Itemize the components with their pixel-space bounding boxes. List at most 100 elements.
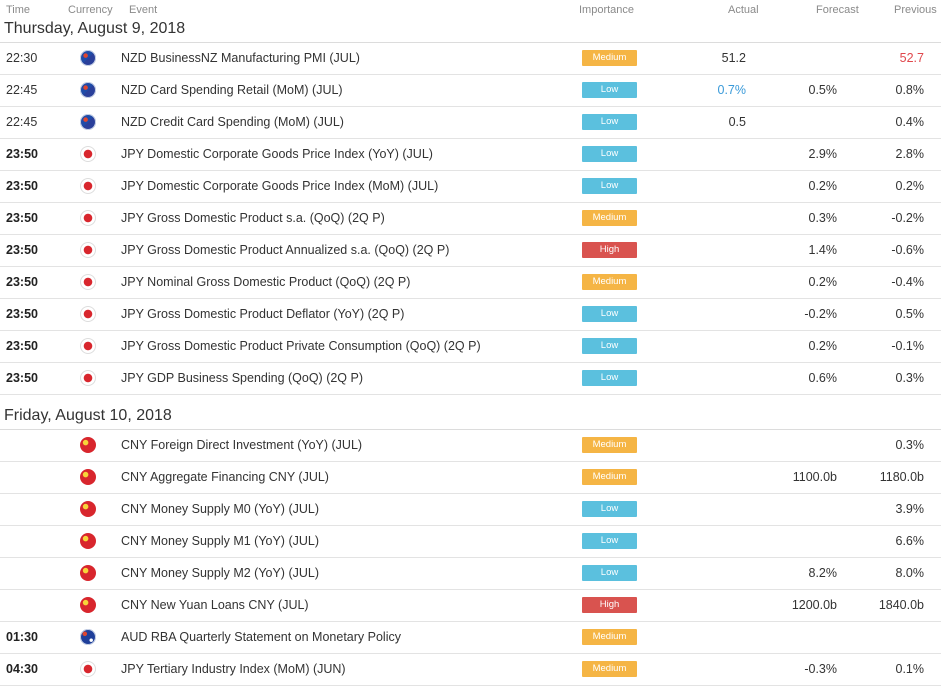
event-name[interactable]: CNY Money Supply M1 (YoY) (JUL): [121, 534, 319, 548]
previous-value: -0.2%: [891, 211, 924, 225]
event-row[interactable]: CNY New Yuan Loans CNY (JUL) High 1200.0b 1…: [0, 589, 941, 622]
nz-flag-icon: [80, 82, 96, 98]
event-time: 04:30: [6, 662, 38, 676]
event-name[interactable]: JPY Gross Domestic Product s.a. (QoQ) (2…: [121, 211, 385, 225]
event-time: 01:30: [6, 630, 38, 644]
importance-cell: Low: [582, 493, 637, 525]
event-time: 23:50: [6, 179, 38, 193]
event-row[interactable]: 23:50 JPY Domestic Corporate Goods Price …: [0, 138, 941, 171]
event-row[interactable]: 01:30 AUD RBA Quarterly Statement on Mone…: [0, 621, 941, 654]
event-name[interactable]: JPY Tertiary Industry Index (MoM) (JUN): [121, 662, 346, 676]
event-row[interactable]: 23:50 JPY Gross Domestic Product s.a. (Qo…: [0, 202, 941, 235]
event-row[interactable]: 23:50 JPY Nominal Gross Domestic Product …: [0, 266, 941, 299]
au-flag-icon: [80, 629, 96, 645]
event-row[interactable]: 22:45 NZD Card Spending Retail (MoM) (JUL…: [0, 74, 941, 107]
actual-value: 0.7%: [717, 83, 747, 97]
header-event[interactable]: Event: [129, 4, 158, 16]
event-name[interactable]: CNY Money Supply M2 (YoY) (JUL): [121, 566, 319, 580]
importance-cell: Low: [582, 170, 637, 202]
header-importance[interactable]: Importance: [579, 4, 635, 16]
header-actual[interactable]: Actual: [728, 4, 759, 16]
event-name[interactable]: JPY Nominal Gross Domestic Product (QoQ)…: [121, 275, 411, 289]
event-time: 23:50: [6, 211, 38, 225]
event-name[interactable]: NZD BusinessNZ Manufacturing PMI (JUL): [121, 51, 360, 65]
previous-value: 0.4%: [895, 115, 925, 129]
event-row[interactable]: 23:50 JPY Gross Domestic Product Deflator…: [0, 298, 941, 331]
previous-value: 6.6%: [895, 534, 925, 548]
event-name[interactable]: JPY Domestic Corporate Goods Price Index…: [121, 179, 439, 193]
forecast-value: 0.2%: [808, 179, 838, 193]
event-row[interactable]: 22:30 NZD BusinessNZ Manufacturing PMI (J…: [0, 42, 941, 75]
importance-badge: Low: [582, 178, 637, 194]
importance-badge: Low: [582, 370, 637, 386]
importance-badge: Medium: [582, 50, 637, 66]
event-name[interactable]: CNY Money Supply M0 (YoY) (JUL): [121, 502, 319, 516]
header-currency[interactable]: Currency: [68, 4, 113, 16]
event-name[interactable]: CNY Foreign Direct Investment (YoY) (JUL…: [121, 438, 363, 452]
importance-cell: Medium: [582, 42, 637, 74]
header-forecast[interactable]: Forecast: [816, 4, 859, 16]
event-name[interactable]: CNY New Yuan Loans CNY (JUL): [121, 598, 309, 612]
actual-value: 0.5: [728, 115, 746, 129]
forecast-value: 1200.0b: [791, 598, 837, 612]
event-row[interactable]: 04:30 JPY Tertiary Industry Index (MoM) (…: [0, 653, 941, 686]
event-row[interactable]: 23:50 JPY Gross Domestic Product Private …: [0, 330, 941, 363]
importance-badge: High: [582, 242, 637, 258]
jp-flag-icon: [80, 306, 96, 322]
event-row[interactable]: 22:45 NZD Credit Card Spending (MoM) (JUL…: [0, 106, 941, 139]
importance-cell: High: [582, 589, 637, 621]
importance-badge: High: [582, 597, 637, 613]
jp-flag-icon: [80, 338, 96, 354]
previous-value: -0.1%: [891, 339, 924, 353]
event-row[interactable]: 23:50 JPY Domestic Corporate Goods Price …: [0, 170, 941, 203]
forecast-value: -0.2%: [804, 307, 837, 321]
importance-cell: Medium: [582, 653, 637, 685]
importance-badge: Medium: [582, 469, 637, 485]
jp-flag-icon: [80, 210, 96, 226]
importance-cell: Low: [582, 298, 637, 330]
importance-badge: Low: [582, 114, 637, 130]
event-row[interactable]: CNY Money Supply M1 (YoY) (JUL) Low 6.6%: [0, 525, 941, 558]
header-previous[interactable]: Previous: [894, 4, 937, 16]
event-name[interactable]: NZD Credit Card Spending (MoM) (JUL): [121, 115, 344, 129]
jp-flag-icon: [80, 146, 96, 162]
jp-flag-icon: [80, 661, 96, 677]
importance-badge: Low: [582, 501, 637, 517]
previous-value: -0.4%: [891, 275, 924, 289]
header-time[interactable]: Time: [6, 4, 31, 16]
event-row[interactable]: CNY Money Supply M0 (YoY) (JUL) Low 3.9%: [0, 493, 941, 526]
day-header: Thursday, August 9, 2018: [0, 17, 947, 43]
event-row[interactable]: 23:50 JPY Gross Domestic Product Annualiz…: [0, 234, 941, 267]
event-name[interactable]: JPY Gross Domestic Product Deflator (YoY…: [121, 307, 405, 321]
event-row[interactable]: CNY Foreign Direct Investment (YoY) (JUL…: [0, 429, 941, 462]
event-name[interactable]: JPY Domestic Corporate Goods Price Index…: [121, 147, 433, 161]
previous-value: 0.3%: [895, 438, 925, 452]
importance-badge: Low: [582, 338, 637, 354]
forecast-value: -0.3%: [804, 662, 837, 676]
event-time: 23:50: [6, 147, 38, 161]
previous-value: 0.1%: [895, 662, 925, 676]
event-name[interactable]: JPY Gross Domestic Product Private Consu…: [121, 339, 481, 353]
event-row[interactable]: 23:50 JPY GDP Business Spending (QoQ) (2Q…: [0, 362, 941, 395]
forecast-value: 1.4%: [808, 243, 838, 257]
importance-badge: Medium: [582, 210, 637, 226]
importance-badge: Low: [582, 306, 637, 322]
event-name[interactable]: JPY Gross Domestic Product Annualized s.…: [121, 243, 450, 257]
event-name[interactable]: AUD RBA Quarterly Statement on Monetary …: [121, 630, 401, 644]
cn-flag-icon: [80, 501, 96, 517]
event-name[interactable]: NZD Card Spending Retail (MoM) (JUL): [121, 83, 343, 97]
importance-cell: Medium: [582, 461, 637, 493]
event-row[interactable]: CNY Money Supply M2 (YoY) (JUL) Low 8.2% 8.…: [0, 557, 941, 590]
event-name[interactable]: CNY Aggregate Financing CNY (JUL): [121, 470, 329, 484]
importance-cell: Low: [582, 74, 637, 106]
importance-badge: Low: [582, 565, 637, 581]
event-name[interactable]: JPY GDP Business Spending (QoQ) (2Q P): [121, 371, 364, 385]
previous-value: 1180.0b: [879, 470, 924, 484]
importance-cell: Low: [582, 138, 637, 170]
previous-value: 0.5%: [895, 307, 925, 321]
day-header: Friday, August 10, 2018: [0, 404, 947, 430]
forecast-value: 0.3%: [808, 211, 838, 225]
event-row[interactable]: CNY Aggregate Financing CNY (JUL) Medium 1…: [0, 461, 941, 494]
forecast-value: 8.2%: [808, 566, 838, 580]
forecast-value: 1100.0b: [792, 470, 837, 484]
